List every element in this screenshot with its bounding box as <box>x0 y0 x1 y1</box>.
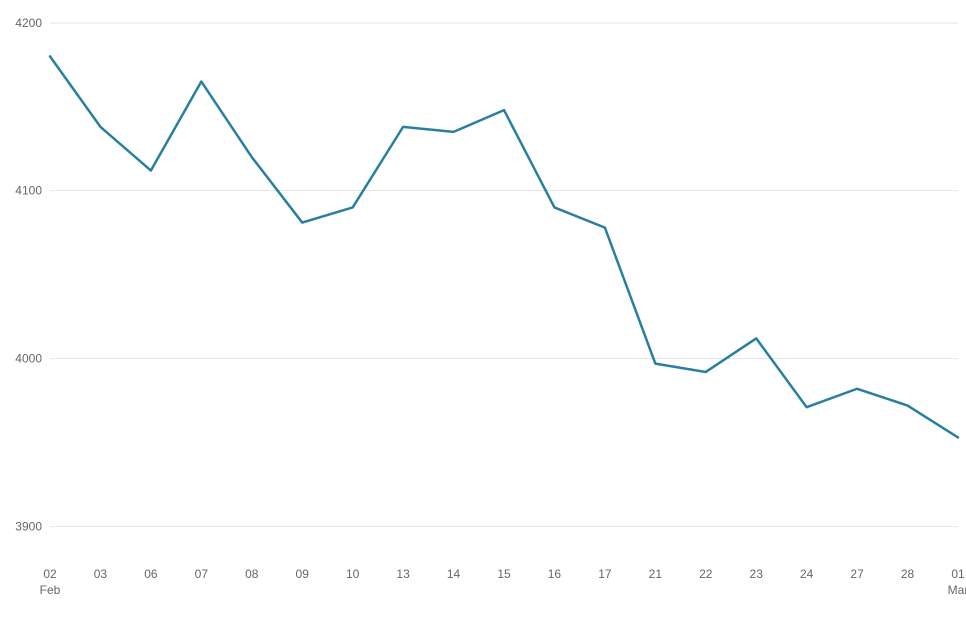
x-tick-label: 15 <box>497 567 511 581</box>
x-month-label: Feb <box>40 583 61 597</box>
y-tick-label: 4000 <box>15 352 42 366</box>
x-tick-label: 13 <box>396 567 410 581</box>
x-tick-label: 01 <box>951 567 965 581</box>
x-tick-label: 28 <box>901 567 915 581</box>
x-month-label: Mar <box>948 583 966 597</box>
x-tick-label: 17 <box>598 567 612 581</box>
x-tick-label: 23 <box>750 567 764 581</box>
x-tick-label: 27 <box>850 567 864 581</box>
x-tick-label: 03 <box>94 567 108 581</box>
x-tick-label: 02 <box>43 567 57 581</box>
x-tick-label: 08 <box>245 567 259 581</box>
x-tick-label: 22 <box>699 567 713 581</box>
chart-svg: 3900 4000 4100 4200 02 03 06 07 08 09 10 13 14 15 16 17… <box>0 0 966 624</box>
x-tick-label: 16 <box>548 567 562 581</box>
y-tick-label: 4100 <box>15 184 42 198</box>
x-tick-label: 09 <box>296 567 310 581</box>
x-tick-label: 06 <box>144 567 158 581</box>
line-chart: 3900 4000 4100 4200 02 03 06 07 08 09 10 13 14 15 16 17… <box>0 0 966 624</box>
x-tick-label: 24 <box>800 567 814 581</box>
x-tick-label: 07 <box>195 567 209 581</box>
x-tick-label: 21 <box>649 567 663 581</box>
y-tick-label: 4200 <box>15 16 42 30</box>
y-tick-label: 3900 <box>15 519 42 533</box>
x-tick-label: 14 <box>447 567 461 581</box>
x-tick-label: 10 <box>346 567 360 581</box>
